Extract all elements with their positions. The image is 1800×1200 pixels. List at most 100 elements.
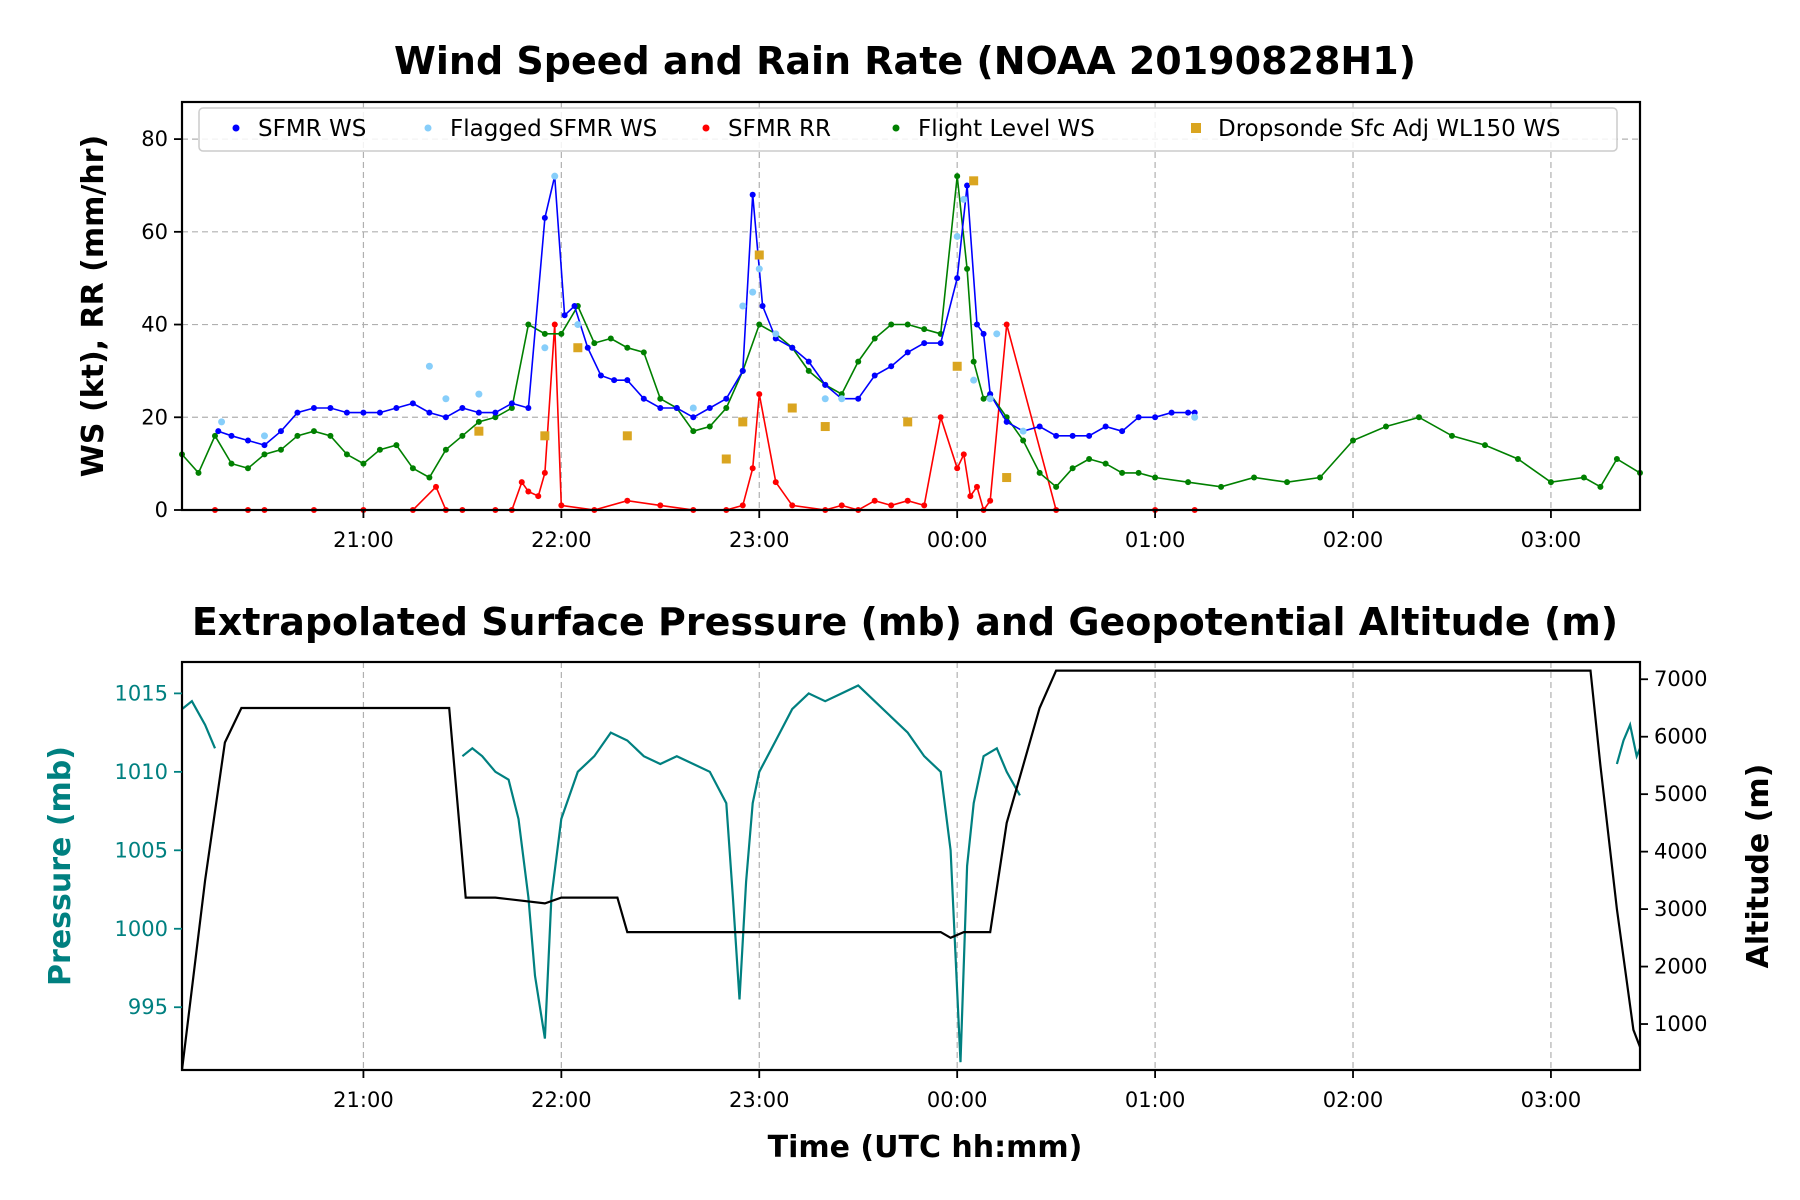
data-point	[904, 497, 911, 504]
data-point	[1053, 483, 1060, 490]
data-point	[871, 372, 878, 379]
data-point	[343, 451, 350, 458]
bottom-ticks: 21:00 22:00 23:00 00:00 01:00 02:00 03:00 995 10…	[115, 667, 1708, 1112]
altitude-tick-label: 4000	[1654, 840, 1707, 864]
data-point	[789, 502, 796, 509]
data-point	[739, 367, 746, 374]
data-point	[954, 275, 961, 282]
data-point	[689, 404, 697, 412]
data-point	[888, 502, 895, 509]
data-point	[673, 405, 680, 411]
data-point	[277, 428, 284, 435]
data-point	[855, 395, 862, 402]
data-point	[541, 344, 549, 352]
data-point	[1168, 409, 1175, 416]
data-point	[343, 409, 350, 416]
top-ticks: 21:00 22:00 23:00 00:00 01:00 02:00 03:00 0 20 40…	[141, 127, 1581, 552]
data-point	[260, 432, 268, 440]
dropsonde-point	[952, 361, 962, 371]
data-point	[244, 465, 251, 472]
pressure-tick-label: 1005	[115, 838, 168, 862]
data-point	[535, 493, 542, 500]
dropsonde-point	[903, 417, 913, 427]
data-point	[459, 432, 466, 439]
dropsonde-point	[738, 417, 748, 427]
bottom-chart-title: Extrapolated Surface Pressure (mb) and G…	[192, 600, 1618, 644]
data-point	[492, 414, 499, 421]
data-point	[525, 321, 532, 328]
top-x-tick-label: 22:00	[531, 528, 592, 552]
pressure-tick-label: 1000	[115, 917, 168, 941]
data-point	[871, 497, 878, 504]
data-point	[921, 326, 928, 333]
data-point	[591, 340, 598, 347]
top-y-tick-label: 40	[141, 313, 168, 337]
data-point	[904, 321, 911, 328]
data-point	[1003, 321, 1010, 328]
data-point	[624, 344, 631, 351]
data-point	[1152, 474, 1159, 481]
data-point	[657, 405, 664, 411]
data-point	[1119, 469, 1126, 476]
altitude-tick-label: 7000	[1654, 667, 1707, 691]
series-line	[181, 176, 1641, 488]
data-point	[1317, 474, 1324, 481]
pressure-tick-label: 1010	[115, 760, 168, 784]
bottom-plot-area	[180, 669, 1642, 1071]
data-point	[1218, 483, 1225, 490]
data-point	[1547, 479, 1554, 486]
dropsonde-point	[721, 454, 731, 464]
data-point	[571, 303, 578, 309]
data-point	[1284, 479, 1291, 486]
dropsonde-point	[573, 343, 583, 353]
data-point	[970, 376, 978, 384]
data-point	[1086, 432, 1093, 439]
bottom-x-tick-label: 21:00	[333, 1088, 394, 1112]
data-point	[723, 395, 730, 402]
data-point	[690, 428, 697, 435]
top-x-tick-label: 23:00	[729, 528, 790, 552]
data-point	[310, 405, 317, 411]
legend-label: SFMR RR	[728, 116, 831, 142]
data-point	[756, 391, 763, 398]
data-point	[967, 493, 974, 500]
data-point	[611, 377, 618, 384]
data-point	[973, 483, 980, 490]
dropsonde-point	[754, 250, 764, 260]
bottom-axes-frame	[180, 660, 1642, 1072]
legend-marker	[702, 124, 710, 132]
data-point	[551, 172, 559, 180]
data-point	[1119, 428, 1126, 435]
top-grid	[182, 102, 1640, 511]
top-legend: SFMR WS Flagged SFMR WS SFMR RR Flight Leve…	[198, 107, 1618, 152]
data-point	[1152, 414, 1159, 421]
data-point	[425, 362, 433, 370]
top-y-tick-label: 60	[141, 220, 168, 244]
pressure-line	[1615, 721, 1642, 765]
legend-box	[198, 107, 1618, 152]
legend-label: Flight Level WS	[918, 116, 1095, 142]
bottom-x-tick-label: 23:00	[729, 1088, 790, 1112]
data-point	[624, 497, 631, 504]
data-point	[558, 330, 565, 337]
data-point	[960, 451, 967, 458]
data-point	[607, 335, 614, 342]
dropsonde-point	[474, 426, 484, 436]
data-point	[657, 502, 664, 509]
legend-marker	[892, 124, 900, 132]
data-point	[261, 442, 268, 449]
dropsonde-point	[820, 422, 830, 432]
pressure-tick-label: 1015	[115, 681, 168, 705]
data-point	[360, 460, 367, 467]
data-point	[525, 405, 532, 411]
data-point	[772, 479, 779, 486]
data-point	[749, 465, 756, 472]
data-point	[1019, 427, 1027, 435]
data-point	[393, 405, 400, 411]
top-x-tick-label: 03:00	[1521, 528, 1582, 552]
data-point	[987, 497, 994, 504]
data-point	[960, 195, 968, 203]
data-point	[871, 335, 878, 342]
data-point	[393, 442, 400, 449]
data-point	[964, 182, 971, 189]
